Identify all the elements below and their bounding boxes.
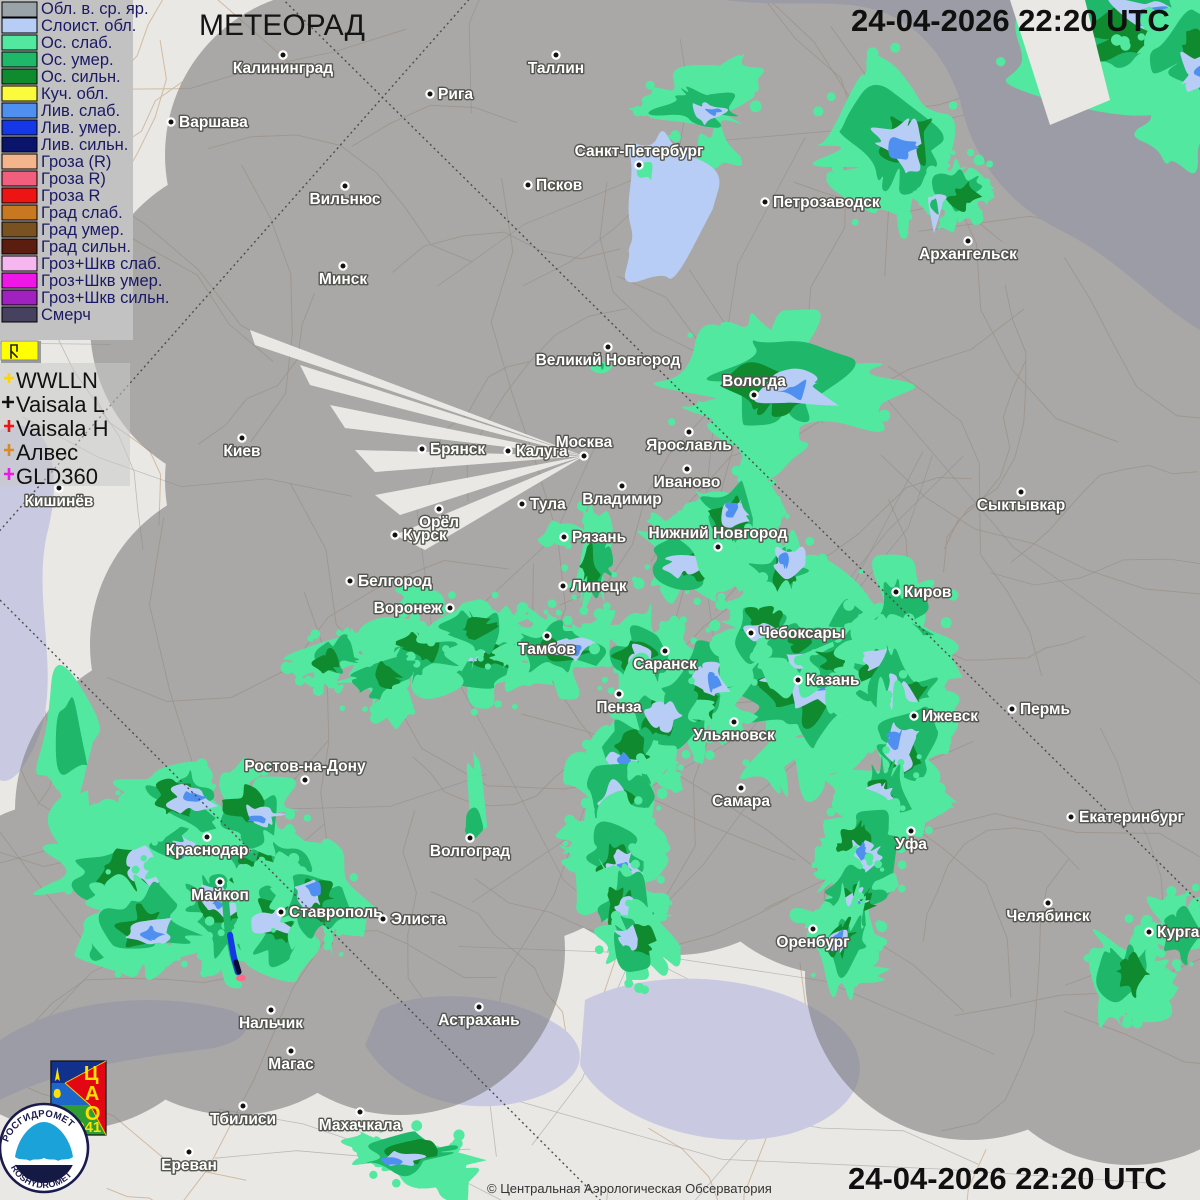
svg-text:Петрозаводск: Петрозаводск xyxy=(773,194,880,211)
svg-text:Нижний Новгород: Нижний Новгород xyxy=(649,525,788,542)
svg-text:Липецк: Липецк xyxy=(571,578,627,595)
svg-text:Гроз+Шкв умер.: Гроз+Шкв умер. xyxy=(41,272,162,290)
svg-text:Гроза R: Гроза R xyxy=(41,187,101,205)
svg-text:Гроза (R): Гроза (R) xyxy=(41,153,111,171)
svg-text:МЕТЕОРАД: МЕТЕОРАД xyxy=(199,9,365,42)
svg-text:Махачкала: Махачкала xyxy=(319,1117,402,1134)
svg-text:Самара: Самара xyxy=(712,793,770,810)
svg-text:Ос. умер.: Ос. умер. xyxy=(41,51,114,69)
svg-text:Vaisala L: Vaisala L xyxy=(16,392,105,417)
svg-text:Владимир: Владимир xyxy=(582,491,662,508)
svg-text:Ростов-на-Дону: Ростов-на-Дону xyxy=(244,758,366,775)
svg-text:Обл. в. ср. яр.: Обл. в. ср. яр. xyxy=(41,0,149,18)
svg-text:Кишинёв: Кишинёв xyxy=(25,493,94,510)
svg-text:Ереван: Ереван xyxy=(161,1157,217,1174)
svg-text:Ижевск: Ижевск xyxy=(922,708,978,725)
svg-text:Калининград: Калининград xyxy=(233,60,333,77)
svg-text:24-04-2026 22:20 UTC: 24-04-2026 22:20 UTC xyxy=(848,1161,1167,1196)
svg-text:Пенза: Пенза xyxy=(596,699,642,716)
svg-text:Гроз+Шкв слаб.: Гроз+Шкв слаб. xyxy=(41,255,161,273)
svg-text:Великий Новгород: Великий Новгород xyxy=(536,352,681,369)
svg-text:Белгород: Белгород xyxy=(358,573,432,590)
svg-text:Лив. умер.: Лив. умер. xyxy=(41,119,121,137)
svg-text:Сыктывкар: Сыктывкар xyxy=(977,497,1065,514)
svg-text:Воронеж: Воронеж xyxy=(374,600,443,617)
svg-text:Вильнюс: Вильнюс xyxy=(309,191,380,208)
svg-text:Чебоксары: Чебоксары xyxy=(759,625,845,642)
svg-text:А: А xyxy=(85,1083,99,1105)
svg-text:Краснодар: Краснодар xyxy=(166,842,249,859)
svg-text:Лив. сильн.: Лив. сильн. xyxy=(41,136,128,154)
svg-text:Куч. обл.: Куч. обл. xyxy=(41,85,109,103)
svg-text:Рига: Рига xyxy=(438,86,473,103)
svg-text:Ос. слаб.: Ос. слаб. xyxy=(41,34,112,52)
svg-text:Курск: Курск xyxy=(403,527,447,544)
svg-text:Киров: Киров xyxy=(904,584,951,601)
svg-text:Санкт-Петербург: Санкт-Петербург xyxy=(575,143,704,160)
svg-text:Таллин: Таллин xyxy=(528,60,584,77)
svg-text:Минск: Минск xyxy=(319,271,367,288)
svg-text:24-04-2026 22:20 UTC: 24-04-2026 22:20 UTC xyxy=(851,3,1170,38)
svg-text:Ц: Ц xyxy=(84,1063,99,1085)
svg-text:GLD360: GLD360 xyxy=(16,464,98,489)
svg-text:Тула: Тула xyxy=(530,496,566,513)
svg-text:Гроза R): Гроза R) xyxy=(41,170,106,188)
svg-text:Брянск: Брянск xyxy=(430,441,485,458)
svg-text:Казань: Казань xyxy=(806,672,859,689)
svg-text:Архангельск: Архангельск xyxy=(919,246,1017,263)
svg-text:Тбилиси: Тбилиси xyxy=(210,1111,276,1128)
svg-text:WWLLN: WWLLN xyxy=(16,368,98,393)
svg-text:Уфа: Уфа xyxy=(895,836,927,853)
svg-text:Москва: Москва xyxy=(556,434,613,451)
svg-text:Град слаб.: Град слаб. xyxy=(41,204,123,222)
svg-text:Гроз+Шкв сильн.: Гроз+Шкв сильн. xyxy=(41,289,169,307)
svg-text:Слоист. обл.: Слоист. обл. xyxy=(41,17,136,35)
svg-text:Саранск: Саранск xyxy=(633,656,697,673)
svg-text:Астрахань: Астрахань xyxy=(438,1012,519,1029)
svg-text:Варшава: Варшава xyxy=(179,114,248,131)
svg-text:Град умер.: Град умер. xyxy=(41,221,124,239)
svg-text:Элиста: Элиста xyxy=(391,911,446,928)
svg-text:Vaisala H: Vaisala H xyxy=(16,416,109,441)
svg-text:Курган: Курган xyxy=(1157,924,1200,941)
svg-text:Ос. сильн.: Ос. сильн. xyxy=(41,68,121,86)
svg-text:Вологда: Вологда xyxy=(722,373,786,390)
svg-text:Псков: Псков xyxy=(536,177,582,194)
svg-text:Майкоп: Майкоп xyxy=(191,887,249,904)
svg-text:Магас: Магас xyxy=(268,1056,314,1073)
svg-text:Ярославль: Ярославль xyxy=(646,437,732,454)
svg-text:Пермь: Пермь xyxy=(1020,701,1070,718)
svg-text:Ставрополь: Ставрополь xyxy=(289,904,383,921)
svg-text:Смерч: Смерч xyxy=(41,306,91,324)
svg-text:Ульяновск: Ульяновск xyxy=(693,727,775,744)
svg-text:Екатеринбург: Екатеринбург xyxy=(1079,809,1185,826)
svg-text:Киев: Киев xyxy=(223,443,260,460)
svg-text:Тамбов: Тамбов xyxy=(518,641,576,658)
svg-text:Нальчик: Нальчик xyxy=(239,1015,303,1032)
svg-text:Челябинск: Челябинск xyxy=(1006,908,1089,925)
svg-text:© Центральная Аэрологическая О: © Центральная Аэрологическая Обсерватори… xyxy=(487,1181,772,1196)
svg-text:Волгоград: Волгоград xyxy=(430,843,510,860)
svg-text:Оренбург: Оренбург xyxy=(776,934,850,951)
svg-text:Лив. слаб.: Лив. слаб. xyxy=(41,102,120,120)
svg-text:Рязань: Рязань xyxy=(572,529,626,546)
svg-text:Иваново: Иваново xyxy=(654,474,721,491)
svg-text:Алвес: Алвес xyxy=(16,440,78,465)
svg-text:Град сильн.: Град сильн. xyxy=(41,238,131,256)
